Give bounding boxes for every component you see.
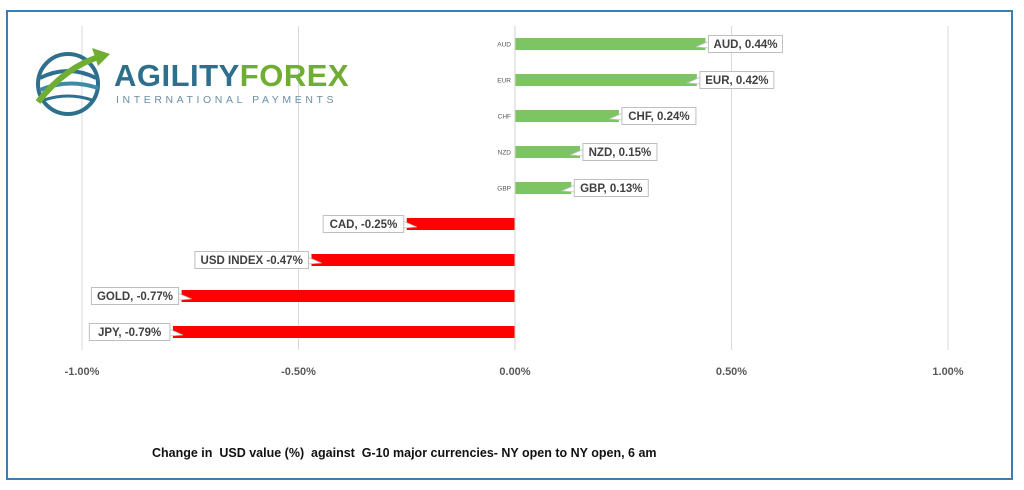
x-tick-label: 1.00% [932, 366, 963, 378]
data-label-box [708, 35, 784, 53]
bar [515, 146, 580, 158]
bar [515, 110, 619, 122]
data-label-box [699, 71, 775, 89]
data-label: USD INDEX -0.47% [201, 255, 303, 267]
y-category-label: AUD [497, 42, 511, 49]
data-label-box [88, 323, 171, 341]
bar [181, 290, 515, 302]
brand-wordmark: AGILITYFOREX [114, 58, 350, 93]
chart-caption: Change in USD value (%) against G-10 maj… [152, 446, 657, 460]
data-label: NZD, 0.15% [589, 147, 652, 159]
data-label: CHF, 0.24% [628, 111, 689, 123]
data-label: JPY, -0.79% [98, 327, 161, 339]
data-label: GOLD, -0.77% [97, 291, 173, 303]
x-tick-label: -1.00% [65, 366, 100, 378]
brand-logo: AGILITYFOREX INTERNATIONAL PAYMENTS [32, 42, 349, 122]
data-label-box [322, 215, 405, 233]
bar [515, 38, 706, 50]
data-label: GBP, 0.13% [580, 183, 642, 195]
x-tick-label: 0.00% [499, 366, 530, 378]
data-label: CAD, -0.25% [330, 219, 398, 231]
bar [311, 254, 515, 266]
data-label-box [582, 143, 658, 161]
data-label-box [621, 107, 697, 125]
data-label-box [194, 251, 309, 269]
bar [172, 326, 515, 338]
x-tick-label: -0.50% [281, 366, 316, 378]
y-category-label: EUR [497, 78, 511, 85]
y-category-label: GBP [497, 186, 511, 193]
brand-tagline: INTERNATIONAL PAYMENTS [116, 94, 338, 106]
bar [406, 218, 515, 230]
chart-frame [6, 10, 1013, 480]
data-label-box [573, 179, 649, 197]
globe-arrow-icon [35, 48, 110, 116]
data-label-box [90, 287, 180, 305]
bar [515, 182, 572, 194]
bar [515, 74, 697, 86]
y-category-label: CHF [498, 114, 511, 121]
data-label: AUD, 0.44% [714, 39, 778, 51]
y-category-label: NZD [498, 150, 512, 157]
x-tick-label: 0.50% [716, 366, 747, 378]
data-label: EUR, 0.42% [705, 75, 768, 87]
